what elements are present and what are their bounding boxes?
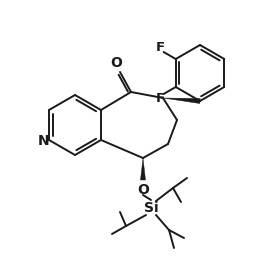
Polygon shape <box>163 98 200 104</box>
Text: Si: Si <box>144 201 158 215</box>
Text: O: O <box>137 183 149 197</box>
Text: O: O <box>110 56 122 70</box>
Text: F: F <box>156 41 165 53</box>
Text: F: F <box>156 92 165 106</box>
Polygon shape <box>141 158 146 180</box>
Text: N: N <box>38 134 50 148</box>
